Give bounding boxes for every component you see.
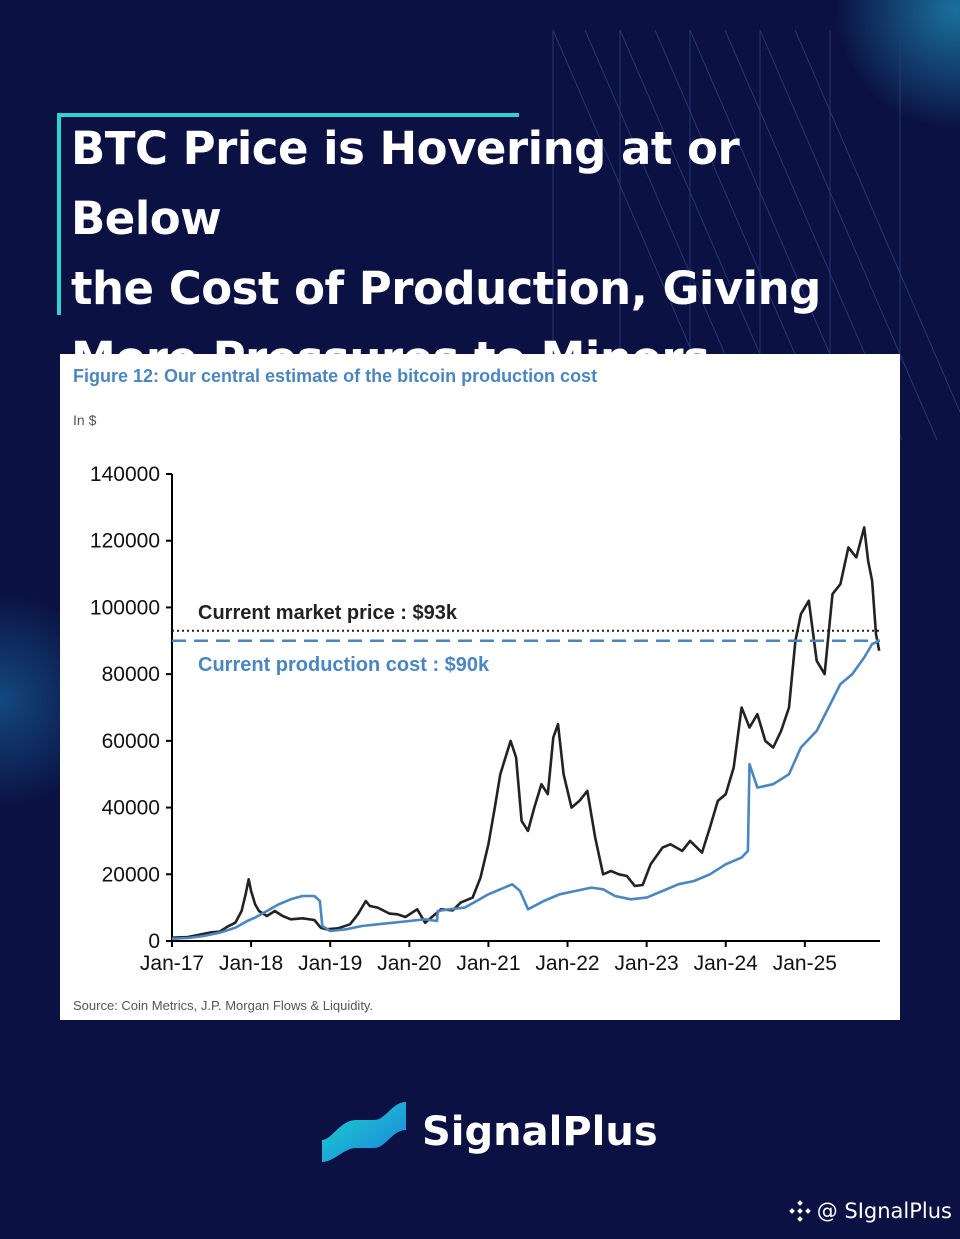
x-tick-label: Jan-21 bbox=[456, 952, 520, 975]
y-tick-label: 0 bbox=[148, 930, 160, 953]
x-tick-label: Jan-22 bbox=[535, 952, 599, 975]
y-tick-label: 20000 bbox=[102, 863, 160, 886]
signalplus-logo-icon bbox=[322, 1102, 406, 1162]
chart-card: Figure 12: Our central estimate of the b… bbox=[60, 354, 900, 1020]
y-tick-label: 140000 bbox=[90, 463, 160, 486]
headline-frame bbox=[57, 113, 527, 315]
headline: BTC Price is Hovering at or Below the Co… bbox=[71, 114, 891, 394]
chart-unit-label: In $ bbox=[73, 412, 97, 428]
chart-source: Source: Coin Metrics, J.P. Morgan Flows … bbox=[73, 998, 374, 1013]
y-tick-label: 40000 bbox=[102, 797, 160, 820]
headline-side-accent bbox=[57, 113, 61, 315]
x-tick-label: Jan-19 bbox=[298, 952, 362, 975]
diamond-logo-icon bbox=[788, 1200, 811, 1222]
x-tick-label: Jan-25 bbox=[773, 952, 837, 975]
headline-line-2: the Cost of Production, Giving bbox=[71, 262, 821, 315]
production-cost-line bbox=[171, 639, 880, 940]
x-tick-label: Jan-20 bbox=[377, 952, 441, 975]
headline-line-1: BTC Price is Hovering at or Below bbox=[71, 122, 740, 245]
headline-top-accent bbox=[57, 113, 519, 117]
y-tick-label: 120000 bbox=[90, 530, 160, 553]
brand-lockup: SignalPlus bbox=[322, 1100, 658, 1164]
production-cost-label: Current production cost : $90k bbox=[198, 654, 490, 676]
y-tick-label: 60000 bbox=[102, 730, 160, 753]
x-tick-label: Jan-17 bbox=[140, 952, 204, 975]
market-price-label: Current market price : $93k bbox=[198, 602, 458, 624]
y-tick-label: 80000 bbox=[102, 663, 160, 686]
y-tick-label: 100000 bbox=[90, 596, 160, 619]
x-tick-label: Jan-23 bbox=[615, 952, 679, 975]
x-tick-label: Jan-18 bbox=[219, 952, 283, 975]
watermark-text: @ SIgnalPlus bbox=[816, 1199, 952, 1223]
watermark: @ SIgnalPlus bbox=[788, 1199, 952, 1223]
chart-title: Figure 12: Our central estimate of the b… bbox=[73, 366, 598, 386]
brand-name: SignalPlus bbox=[422, 1109, 658, 1155]
x-tick-label: Jan-24 bbox=[694, 952, 759, 975]
chart-plot: 0 20000 40000 60000 80000 100000 120000 140000 J… bbox=[90, 463, 881, 975]
btc-price-line bbox=[171, 526, 881, 939]
